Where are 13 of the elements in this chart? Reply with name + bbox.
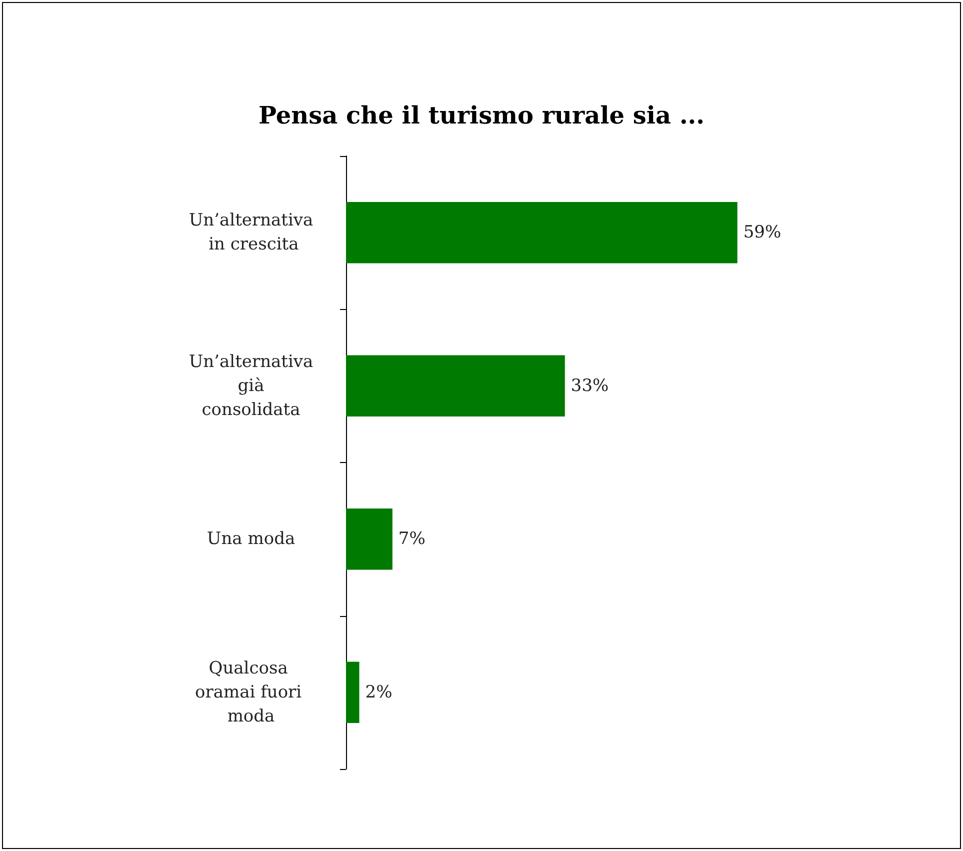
- data-label: 33%: [570, 376, 609, 396]
- y-tick-label: Un’alternativa già consolidata: [188, 352, 314, 420]
- data-label: 2%: [365, 682, 392, 702]
- bar: [346, 355, 565, 417]
- data-label: 59%: [743, 222, 782, 243]
- chart-title: Pensa che il turismo rurale sia ...: [258, 100, 705, 130]
- data-label: 7%: [398, 529, 426, 550]
- bar: [346, 662, 360, 724]
- bar: [346, 508, 392, 570]
- bar: [346, 202, 738, 264]
- y-tick-label: Qualcosa oramai fuori moda: [194, 658, 308, 726]
- y-tick-label: Un’alternativa in crescita: [188, 210, 314, 255]
- y-tick-label: Una moda: [206, 529, 296, 550]
